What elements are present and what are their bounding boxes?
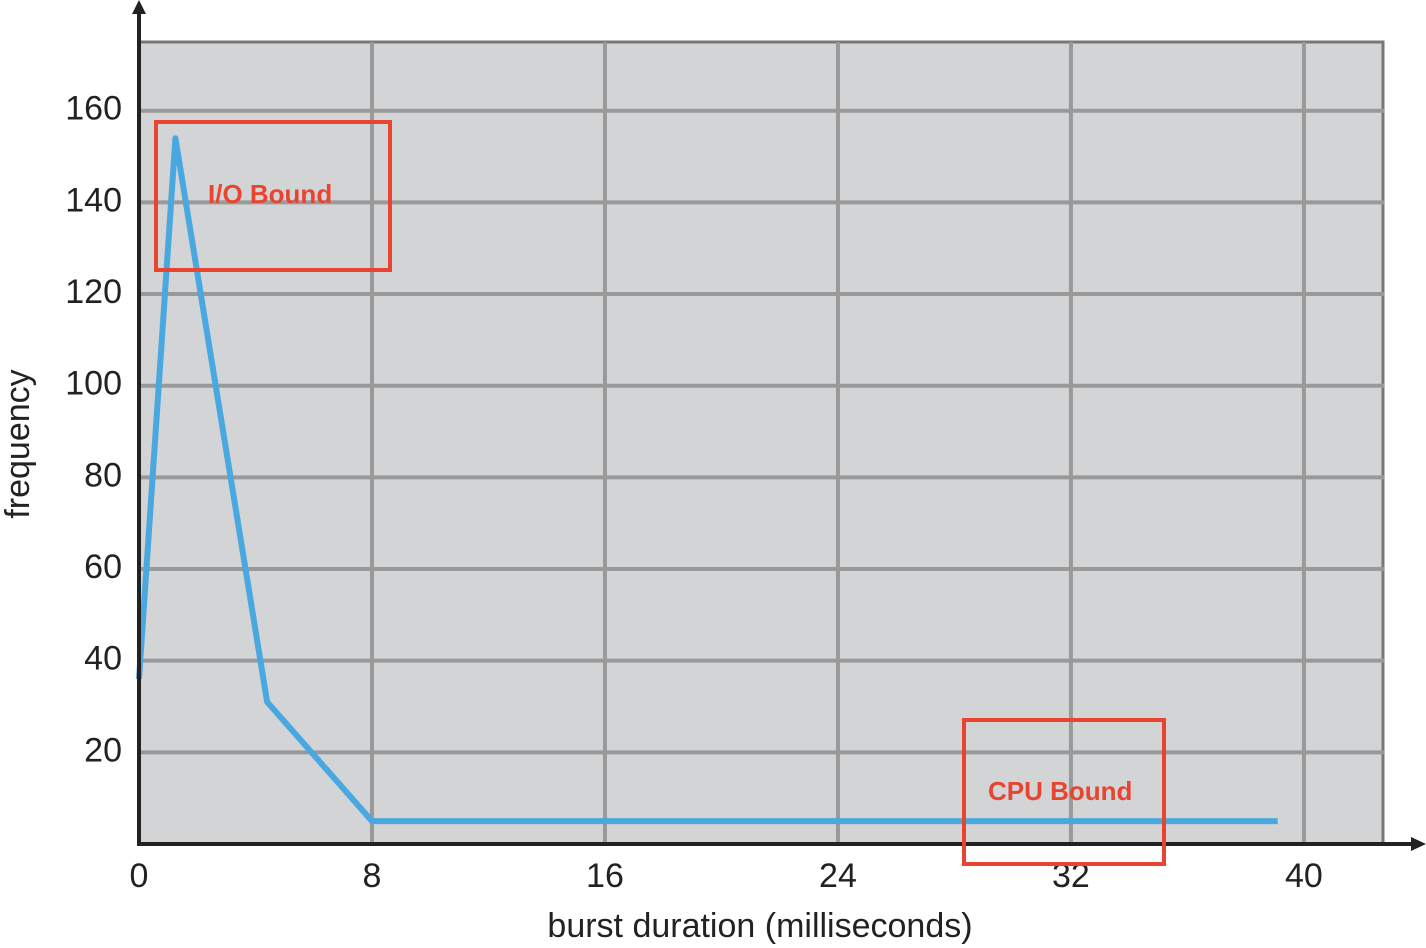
data-line (136, 135, 1278, 825)
x-tick-label: 0 (130, 857, 149, 895)
x-tick-label: 16 (586, 857, 624, 895)
y-axis-arrow (132, 0, 146, 14)
plot-area (137, 40, 1385, 846)
x-tick-label: 24 (819, 857, 857, 895)
annotation: I/O Bound (208, 179, 332, 209)
y-tick-label: 80 (84, 456, 122, 494)
grid (137, 42, 1384, 844)
x-tick-label: 8 (363, 857, 382, 895)
y-axis-label: frequency (0, 369, 37, 518)
x-axis-arrow (1411, 837, 1426, 851)
y-tick-label: 40 (84, 640, 122, 678)
marks (136, 135, 1278, 825)
y-tick-label: 140 (65, 181, 122, 219)
y-tick-label: 20 (84, 731, 122, 769)
annotation: CPU Bound (988, 776, 1132, 806)
y-tick-label: 100 (65, 365, 122, 403)
x-tick-label: 40 (1285, 857, 1323, 895)
y-tick-label: 160 (65, 90, 122, 128)
x-axis-label: burst duration (milliseconds) (547, 907, 972, 945)
annotation-box (962, 718, 1166, 866)
y-tick-label: 60 (84, 548, 122, 586)
y-tick-label: 120 (65, 273, 122, 311)
annotation-box (154, 120, 392, 272)
